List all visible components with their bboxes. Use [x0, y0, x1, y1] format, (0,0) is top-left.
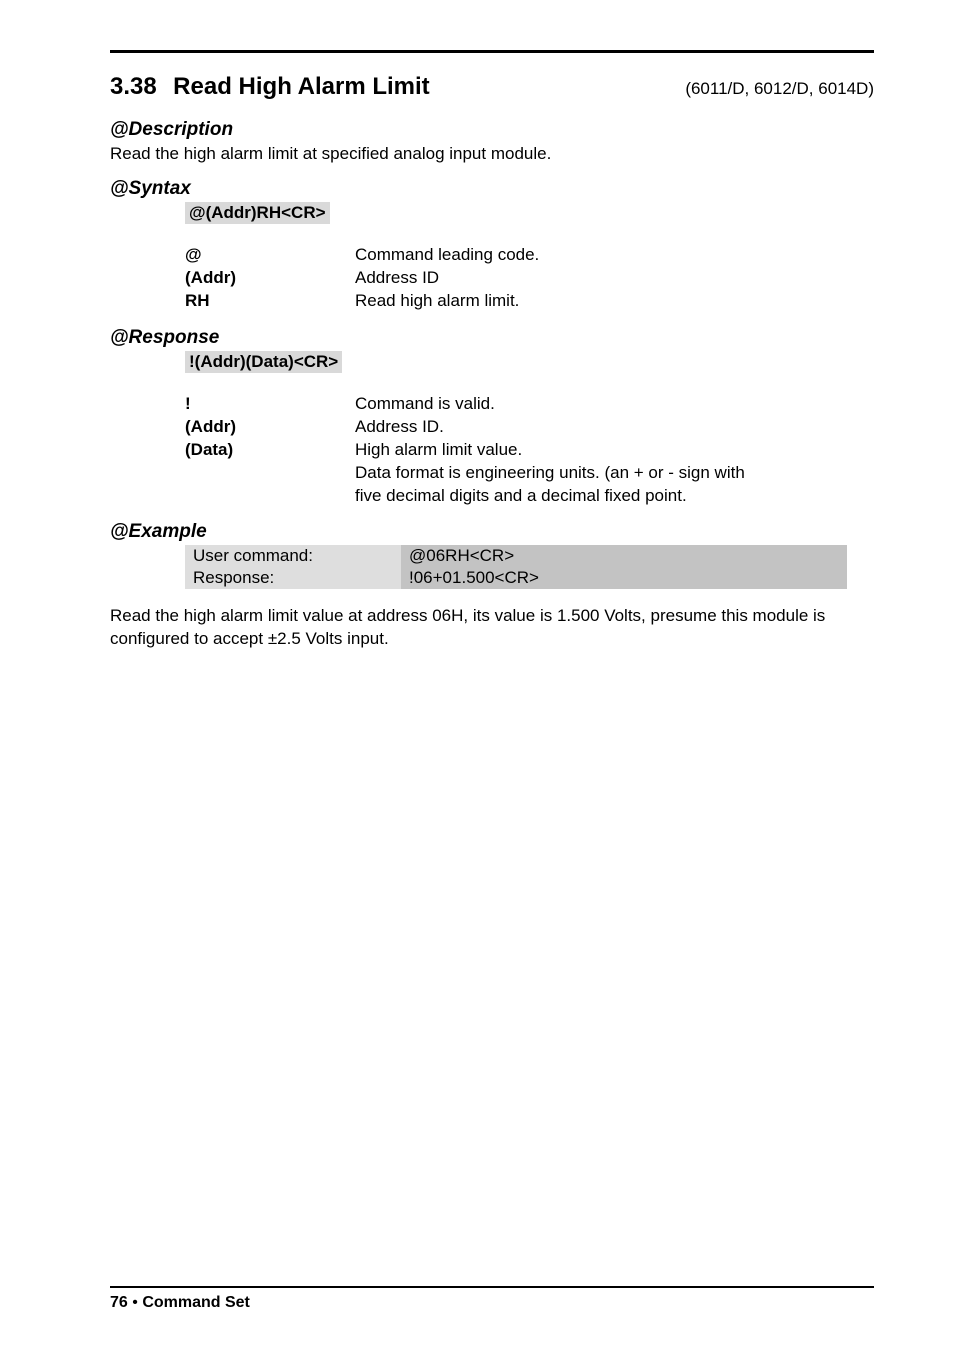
section-header-row: 3.38 Read High Alarm Limit (6011/D, 6012… — [110, 73, 874, 101]
description-text: Read the high alarm limit at specified a… — [110, 143, 874, 166]
response-extra-val: five decimal digits and a decimal fixed … — [355, 485, 874, 508]
response-param-val: Command is valid. — [355, 393, 874, 416]
syntax-param-val: Read high alarm limit. — [355, 290, 874, 313]
bullet-icon: • — [132, 1294, 138, 1311]
syntax-param-val: Address ID — [355, 267, 874, 290]
example-value: @06RH<CR> — [401, 545, 847, 567]
response-code: !(Addr)(Data)<CR> — [185, 351, 342, 373]
top-rule — [110, 50, 874, 53]
syntax-param-key: (Addr) — [185, 267, 355, 290]
footer: 76 • Command Set — [110, 1286, 874, 1312]
response-param-key: (Data) — [185, 439, 355, 462]
section-models: (6011/D, 6012/D, 6014D) — [685, 79, 874, 99]
response-param-row: ! Command is valid. — [185, 393, 874, 416]
footer-label: Command Set — [142, 1294, 250, 1311]
syntax-param-key: @ — [185, 244, 355, 267]
response-param-key: (Addr) — [185, 416, 355, 439]
syntax-param-row: @ Command leading code. — [185, 244, 874, 267]
table-row: User command: @06RH<CR> — [185, 545, 847, 567]
response-param-row: (Addr) Address ID. — [185, 416, 874, 439]
table-row: Response: !06+01.500<CR> — [185, 567, 847, 589]
description-heading: @Description — [110, 119, 874, 141]
example-value: !06+01.500<CR> — [401, 567, 847, 589]
response-extra-row: Data format is engineering units. (an + … — [185, 462, 874, 485]
syntax-param-val: Command leading code. — [355, 244, 874, 267]
section-number: 3.38 — [110, 73, 157, 100]
syntax-param-key: RH — [185, 290, 355, 313]
example-table: User command: @06RH<CR> Response: !06+01… — [185, 545, 847, 589]
example-label: Response: — [185, 567, 401, 589]
syntax-code: @(Addr)RH<CR> — [185, 202, 330, 224]
response-param-key: ! — [185, 393, 355, 416]
response-heading: @Response — [110, 327, 874, 349]
example-heading: @Example — [110, 521, 874, 543]
response-param-val: High alarm limit value. — [355, 439, 874, 462]
syntax-param-row: RH Read high alarm limit. — [185, 290, 874, 313]
example-note: Read the high alarm limit value at addre… — [110, 605, 874, 651]
response-extra-row: five decimal digits and a decimal fixed … — [185, 485, 874, 508]
example-label: User command: — [185, 545, 401, 567]
response-extra-key — [185, 485, 355, 508]
syntax-param-row: (Addr) Address ID — [185, 267, 874, 290]
response-extra-val: Data format is engineering units. (an + … — [355, 462, 874, 485]
syntax-heading: @Syntax — [110, 178, 874, 200]
response-param-row: (Data) High alarm limit value. — [185, 439, 874, 462]
footer-page: 76 — [110, 1294, 128, 1311]
section-title: Read High Alarm Limit — [173, 73, 429, 100]
response-extra-key — [185, 462, 355, 485]
response-param-val: Address ID. — [355, 416, 874, 439]
